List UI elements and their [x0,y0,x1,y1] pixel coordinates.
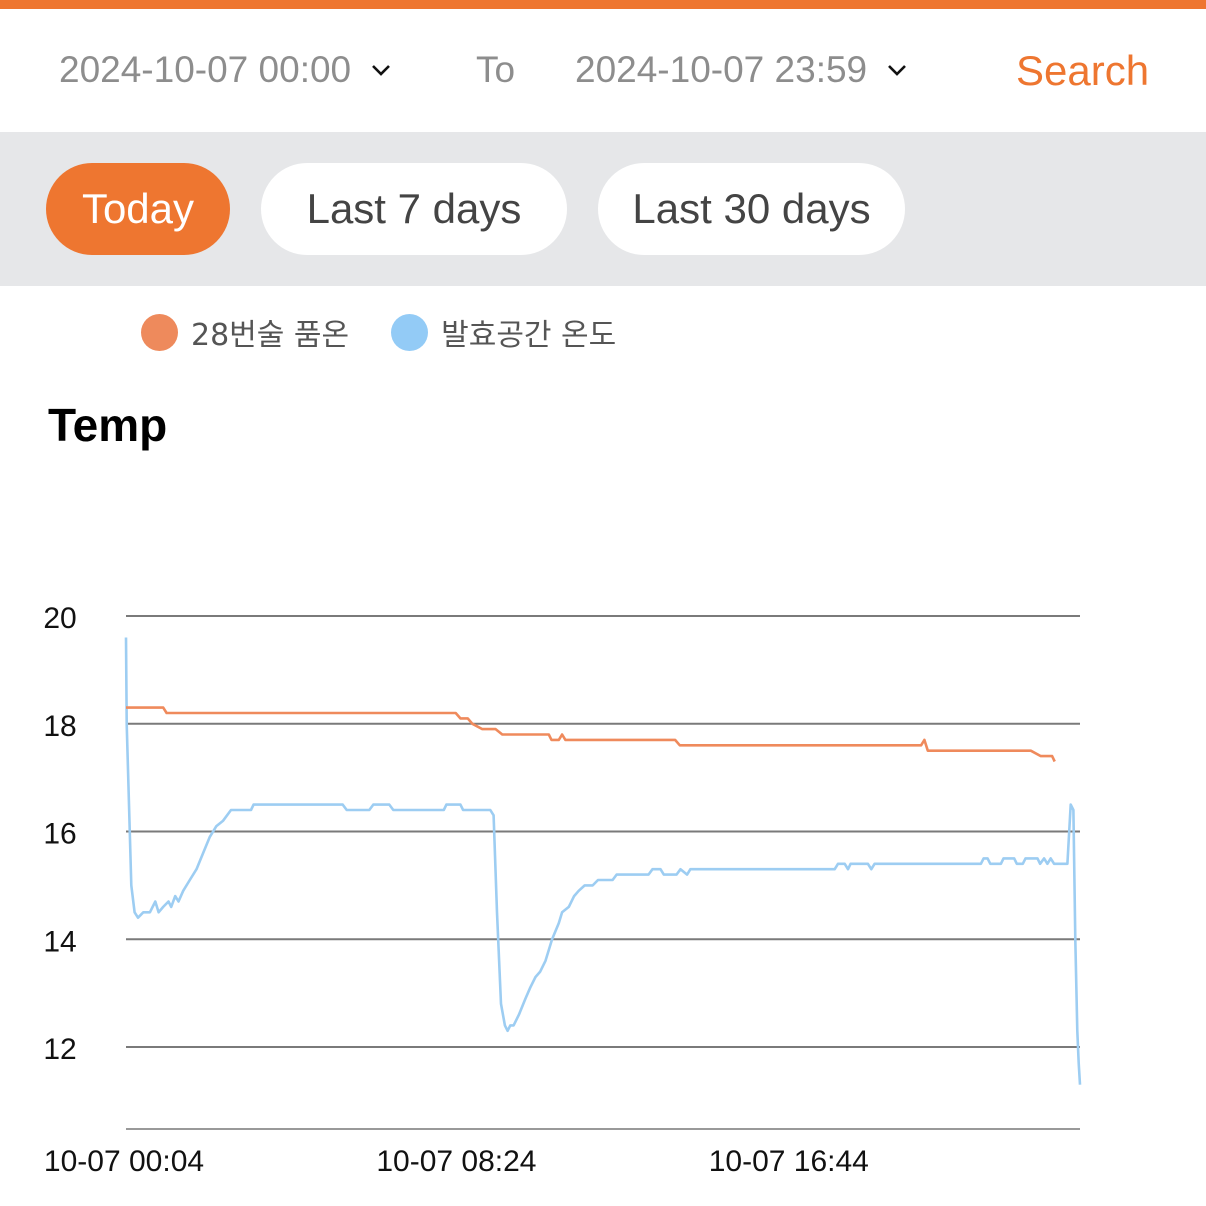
tab-last-7-days[interactable]: Last 7 days [261,163,567,255]
quick-range-bar: Today Last 7 days Last 30 days [0,132,1206,286]
end-date-value: 2024-10-07 23:59 [575,49,868,90]
tab-last-30-days[interactable]: Last 30 days [598,163,905,255]
chart-title: Temp [48,399,168,451]
series-line-1 [124,637,1082,1085]
accent-top-bar [0,0,1206,9]
x-tick-label: 10-07 00:04 [44,1145,204,1178]
legend-label: 발효공간 온도 [441,318,617,353]
start-date-select[interactable]: 2024-10-07 00:00 [59,49,393,91]
y-tick-label: 20 [43,602,76,635]
y-tick-label: 16 [43,818,76,851]
legend-swatch-orange [141,313,178,351]
x-tick-label: 10-07 16:44 [709,1145,869,1178]
tab-today[interactable]: Today [46,163,230,255]
chart-legend: 28번술 품온 발효공간 온도 [141,310,658,354]
legend-item-발효공간-온도[interactable]: 발효공간 온도 [391,310,616,354]
temp-line-chart: 20 18 16 14 12 10-07 00:04 10-07 08:24 10-07 16… [43,602,1082,1178]
legend-item-28번술-품온[interactable]: 28번술 품온 [141,310,349,354]
legend-swatch-blue [391,313,429,351]
chevron-down-icon [888,65,907,76]
y-tick-label: 12 [43,1033,76,1066]
legend-label: 28번술 품온 [191,318,350,353]
end-date-select[interactable]: 2024-10-07 23:59 [575,49,909,91]
series-line-0 [126,706,1056,763]
start-date-value: 2024-10-07 00:00 [59,49,352,90]
to-label: To [476,49,516,90]
y-tick-label: 14 [43,925,76,958]
search-button[interactable]: Search [1016,47,1150,94]
y-tick-label: 18 [43,710,76,743]
date-range-row: 2024-10-07 00:00 To 2024-10-07 23:59 Sea… [0,9,1206,132]
x-tick-label: 10-07 08:24 [376,1145,536,1178]
chevron-down-icon [372,65,391,76]
